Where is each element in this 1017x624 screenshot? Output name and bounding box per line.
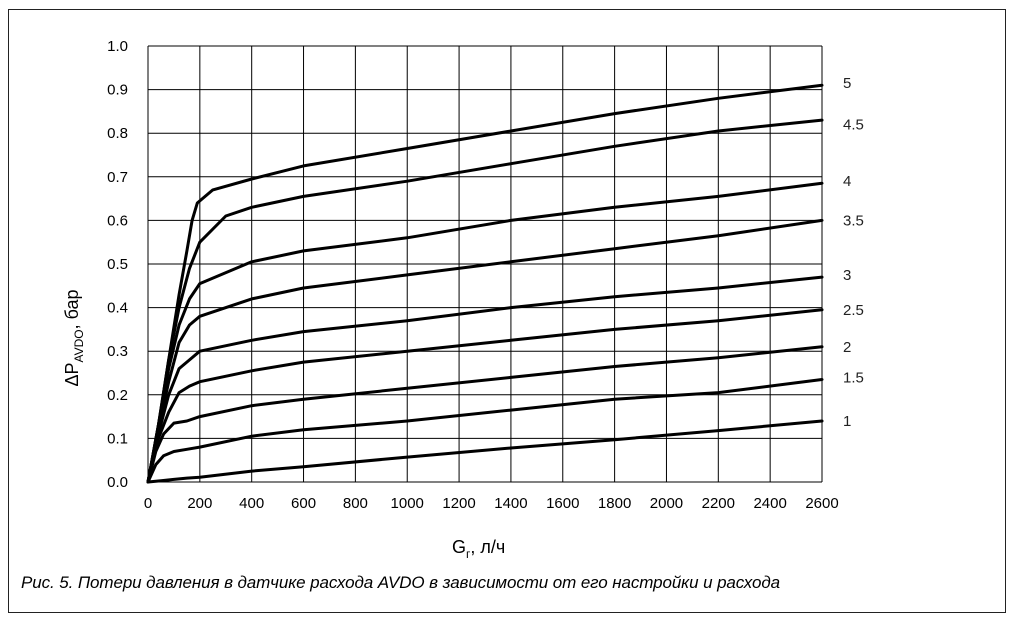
x-tick-label: 1200 — [442, 495, 475, 512]
series-label-3: 3 — [843, 267, 851, 284]
series-label-4-5: 4.5 — [843, 116, 864, 133]
y-tick-label: 0.7 — [107, 169, 128, 186]
series-line-3 — [146, 275, 824, 484]
y-axis-label-main: ΔP — [62, 363, 82, 387]
x-tick-label: 2000 — [650, 495, 683, 512]
figure-caption: Рис. 5. Потери давления в датчике расход… — [21, 573, 781, 592]
x-axis-label: Gг, л/ч — [452, 537, 505, 561]
x-tick-label: 400 — [239, 495, 264, 512]
x-tick-label: 2200 — [702, 495, 735, 512]
series-label-5: 5 — [843, 75, 851, 92]
y-axis-label-sub: AVDO — [72, 329, 86, 362]
y-tick-label: 0.3 — [107, 343, 128, 360]
series-line-1-5 — [146, 378, 824, 484]
series-label-2: 2 — [843, 339, 851, 356]
series-line-2-5 — [146, 308, 824, 484]
series-label-4: 4 — [843, 173, 851, 190]
series-lines — [146, 83, 824, 484]
y-tick-label: 0.8 — [107, 125, 128, 142]
series-line-2 — [146, 345, 824, 484]
x-tick-label: 1600 — [546, 495, 579, 512]
x-tick-label: 1400 — [494, 495, 527, 512]
x-tick-label: 200 — [187, 495, 212, 512]
series-label-1-5: 1.5 — [843, 369, 864, 386]
x-tick-label: 600 — [291, 495, 316, 512]
series-line-3-5 — [146, 218, 824, 484]
y-axis-label-unit: , бар — [62, 289, 82, 329]
y-axis-label: ΔPAVDO, бар — [62, 289, 86, 386]
x-tick-label: 0 — [144, 495, 152, 512]
x-tick-label: 1000 — [391, 495, 424, 512]
y-tick-label: 0.2 — [107, 387, 128, 404]
x-axis-label-main: G — [452, 537, 466, 557]
figure-frame — [8, 9, 1006, 613]
y-tick-labels: 0.0 0.1 0.2 0.3 0.4 0.5 0.6 0.7 0.8 0.9 1.0 — [107, 38, 128, 491]
y-tick-label: 0.4 — [107, 300, 128, 317]
x-tick-label: 1800 — [598, 495, 631, 512]
series-line-1 — [146, 419, 824, 484]
x-tick-label: 2600 — [805, 495, 838, 512]
series-line-5 — [146, 83, 824, 484]
x-tick-labels: 0 200 400 600 800 1000 1200 1400 1600 1800 2000 220… — [144, 495, 839, 512]
series-label-3-5: 3.5 — [843, 212, 864, 229]
series-label-1: 1 — [843, 413, 851, 430]
y-tick-label: 0.0 — [107, 474, 128, 491]
x-axis-label-unit: , л/ч — [470, 537, 505, 557]
y-tick-label: 0.9 — [107, 82, 128, 99]
x-axis-label-sub: г — [466, 547, 471, 561]
series-label-2-5: 2.5 — [843, 302, 864, 319]
series-labels: 1 1.5 2 2.5 3 3.5 4 4.5 5 — [843, 75, 864, 430]
y-tick-label: 0.6 — [107, 212, 128, 229]
x-tick-label: 800 — [343, 495, 368, 512]
y-tick-label: 0.1 — [107, 430, 128, 447]
y-tick-label: 1.0 — [107, 38, 128, 55]
x-tick-label: 2400 — [753, 495, 786, 512]
y-tick-label: 0.5 — [107, 256, 128, 273]
